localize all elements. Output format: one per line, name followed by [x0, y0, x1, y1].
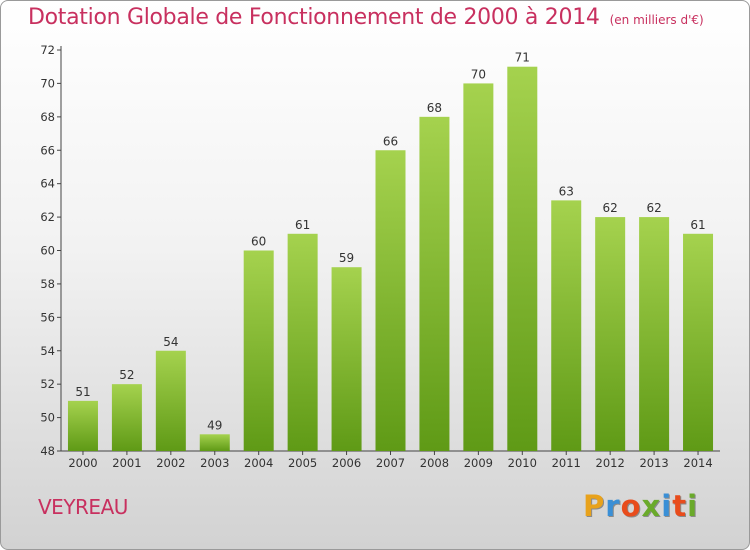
- value-label: 61: [295, 218, 310, 232]
- y-tick-label: 48: [40, 444, 55, 458]
- y-tick-label: 54: [40, 344, 55, 358]
- bar: [67, 400, 98, 451]
- bar: [243, 250, 274, 451]
- bar: [639, 217, 670, 451]
- bar: [419, 116, 450, 451]
- x-tick-label: 2010: [508, 456, 537, 470]
- logo-letter: i: [687, 489, 699, 523]
- value-labels: 51 52 54 49 60 61 59 66 68 70 71 63 62 62 61: [75, 51, 705, 433]
- x-tick-label: 2005: [288, 456, 317, 470]
- bar: [199, 434, 230, 451]
- value-label: 59: [339, 251, 354, 265]
- y-tick-label: 50: [40, 411, 55, 425]
- logo-letter: o: [620, 489, 642, 523]
- y-tick-label: 52: [40, 377, 55, 391]
- bar: [155, 350, 186, 451]
- x-tick-label: 2003: [200, 456, 229, 470]
- x-tick-label: 2004: [244, 456, 273, 470]
- y-tick-label: 60: [40, 244, 55, 258]
- x-tick-label: 2006: [332, 456, 361, 470]
- bar: [595, 217, 626, 451]
- y-tick-label: 68: [40, 110, 55, 124]
- x-tick-label: 2013: [639, 456, 668, 470]
- x-tick-label: 2000: [68, 456, 97, 470]
- x-tick-label: 2012: [596, 456, 625, 470]
- y-tick-label: 58: [40, 277, 55, 291]
- value-label: 52: [119, 368, 134, 382]
- x-tick-label: 2009: [464, 456, 493, 470]
- bar: [463, 83, 494, 452]
- x-tick-label: 2007: [376, 456, 405, 470]
- value-label: 63: [559, 184, 574, 198]
- value-label: 62: [646, 201, 661, 215]
- chart-subtitle: (en milliers d'€): [609, 13, 704, 27]
- value-label: 70: [471, 67, 486, 81]
- bar: [287, 233, 318, 451]
- y-tick-labels: 48 50 52 54 56 58 60 62 64 66 68 70 72: [40, 43, 55, 458]
- value-label: 71: [515, 51, 530, 65]
- value-label: 60: [251, 235, 266, 249]
- y-tick-label: 72: [40, 43, 55, 57]
- y-tick-label: 66: [40, 143, 55, 157]
- x-tick-label: 2001: [112, 456, 141, 470]
- logo-letter: P: [583, 489, 606, 523]
- value-label: 61: [690, 218, 705, 232]
- x-tick-label: 2014: [683, 456, 712, 470]
- value-label: 51: [75, 385, 90, 399]
- value-label: 68: [427, 101, 442, 115]
- value-label: 66: [383, 134, 398, 148]
- value-label: 49: [207, 418, 222, 432]
- bar: [551, 200, 582, 451]
- bar: [111, 384, 142, 451]
- value-label: 54: [163, 335, 178, 349]
- logo-letter: t: [672, 489, 688, 523]
- title-row: Dotation Globale de Fonctionnement de 20…: [28, 5, 704, 30]
- commune-name: VEYREAU: [38, 495, 128, 519]
- y-tick-label: 64: [40, 177, 55, 191]
- logo-letter: x: [641, 489, 662, 523]
- logo-letter: i: [661, 489, 673, 523]
- x-tick-label: 2008: [420, 456, 449, 470]
- bar: [683, 233, 714, 451]
- bars: [67, 66, 714, 452]
- x-tick-label: 2011: [552, 456, 581, 470]
- proxiti-logo: Proxiti: [583, 489, 698, 523]
- x-tick-labels: 2000 2001 2002 2003 2004 2005 2006 2007 2008 2009…: [68, 456, 712, 470]
- value-label: 62: [603, 201, 618, 215]
- chart-title: Dotation Globale de Fonctionnement de 20…: [28, 5, 600, 30]
- y-tick-label: 56: [40, 310, 55, 324]
- y-tick-label: 62: [40, 210, 55, 224]
- bar: [507, 66, 538, 451]
- bar: [331, 267, 362, 451]
- y-tick-label: 70: [40, 76, 55, 90]
- logo-letter: r: [605, 489, 621, 523]
- bar: [375, 150, 406, 451]
- x-tick-label: 2002: [156, 456, 185, 470]
